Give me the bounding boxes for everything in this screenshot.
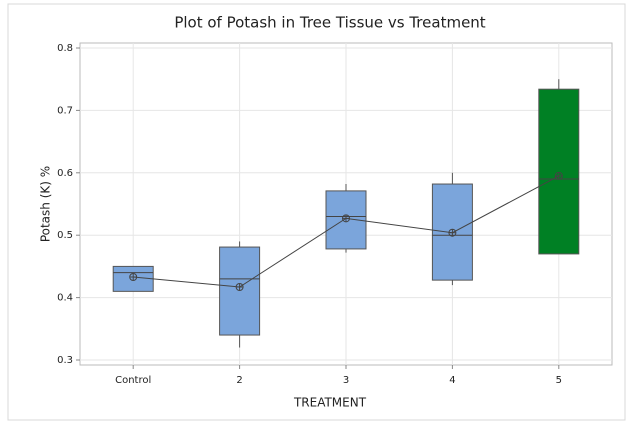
mean-cross	[236, 283, 244, 291]
x-axis-label: TREATMENT	[293, 396, 367, 410]
box	[219, 246, 261, 336]
x-tick-label: 5	[556, 375, 562, 386]
x-tick-label: 4	[449, 375, 455, 386]
mean-cross	[555, 172, 563, 180]
x-tick-label: 2	[236, 375, 242, 386]
y-tick-label: 0.7	[57, 105, 73, 116]
y-tick-label: 0.3	[57, 355, 73, 366]
x-tick-label: 3	[343, 375, 349, 386]
x-tick-label: Control	[115, 375, 151, 386]
y-tick-label: 0.5	[57, 230, 73, 241]
mean-cross	[448, 229, 456, 237]
y-tick-label: 0.4	[57, 293, 73, 304]
chart-title: Plot of Potash in Tree Tissue vs Treatme…	[174, 14, 485, 32]
y-tick-label: 0.6	[57, 168, 73, 179]
y-axis-label: Potash (K) %	[39, 166, 53, 242]
y-tick-label: 0.8	[57, 43, 73, 54]
box	[538, 88, 580, 255]
mean-cross	[129, 273, 137, 281]
mean-cross	[342, 214, 350, 222]
